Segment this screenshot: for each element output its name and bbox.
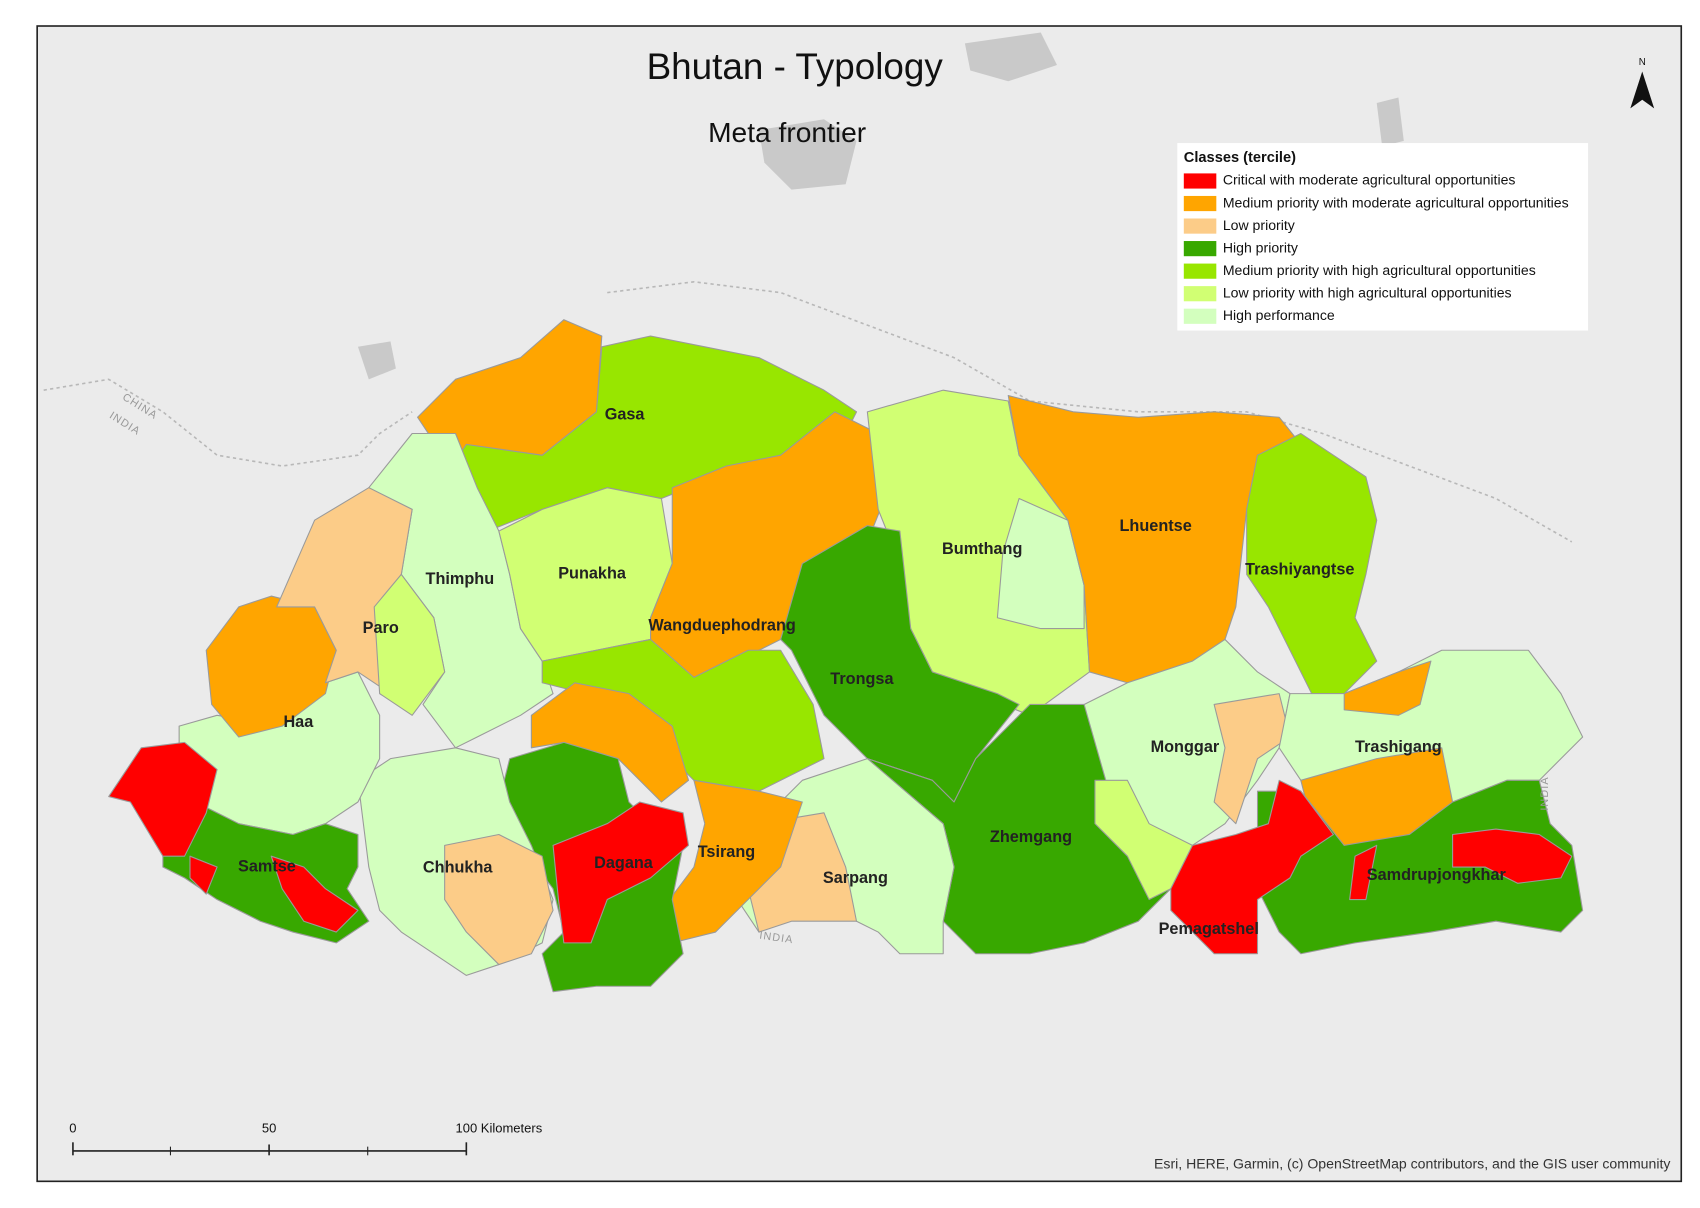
district-area <box>1170 779 1334 955</box>
legend: Classes (tercile) Critical with moderate… <box>1177 143 1589 331</box>
district-labels: Gasa Thimphu Punakha Paro Wangduephodrang Bum… <box>238 405 1507 938</box>
border-line <box>43 280 1573 543</box>
district-area <box>373 573 446 716</box>
district-label: Zhemgang <box>990 828 1072 846</box>
legend-label: Critical with moderate agricultural oppo… <box>1223 172 1516 188</box>
scale-label: 100 Kilometers <box>456 1121 543 1136</box>
district-label: Dagana <box>594 854 654 872</box>
district-label: Trashiyangtse <box>1245 560 1354 578</box>
district-label: Sarpang <box>823 869 888 887</box>
north-arrow-shape <box>1630 71 1655 109</box>
legend-label: Medium priority with high agricultural o… <box>1223 262 1536 278</box>
lake <box>758 119 857 190</box>
district-area <box>1452 828 1573 884</box>
legend-swatch <box>1183 218 1217 234</box>
map-title: Bhutan - Typology <box>647 46 944 87</box>
legend-label: Low priority <box>1223 217 1296 233</box>
district-label: Lhuentse <box>1120 517 1192 535</box>
attribution: Esri, HERE, Garmin, (c) OpenStreetMap co… <box>1154 1155 1671 1171</box>
district-label: Thimphu <box>426 570 495 588</box>
lake <box>357 341 396 380</box>
district-label: Trashigang <box>1355 738 1442 756</box>
district-label: Chhukha <box>423 858 493 876</box>
legend-box <box>1177 143 1589 331</box>
district-area <box>1007 395 1302 684</box>
district-area <box>1343 660 1432 716</box>
district-area <box>444 833 554 966</box>
district-area <box>1246 432 1378 695</box>
legend-label: High priority <box>1223 239 1299 255</box>
legend-swatch <box>1183 241 1217 257</box>
district-area <box>1213 693 1291 825</box>
legend-swatch <box>1183 173 1217 189</box>
district-area <box>530 682 690 803</box>
legend-label: High performance <box>1223 307 1335 323</box>
district-label: Haa <box>283 713 314 731</box>
districts <box>108 319 1584 993</box>
district-label: Samtse <box>238 857 296 875</box>
district-area <box>1256 779 1584 955</box>
scale-label: 0 <box>69 1121 76 1136</box>
legend-swatch <box>1183 286 1217 302</box>
lakes <box>357 32 1404 380</box>
district-label: Wangduephodrang <box>648 617 795 635</box>
district-label: Paro <box>363 619 399 637</box>
legend-title: Classes (tercile) <box>1184 150 1296 166</box>
legend-swatch <box>1183 263 1217 279</box>
district-label: Bumthang <box>942 540 1022 558</box>
district-label: Samdrupjongkhar <box>1367 866 1507 884</box>
scale-label: 50 <box>262 1121 276 1136</box>
country-label: INDIA <box>759 930 795 947</box>
legend-label: Medium priority with moderate agricultur… <box>1223 194 1569 210</box>
legend-swatch <box>1183 308 1217 324</box>
district-label: Gasa <box>605 405 646 423</box>
legend-swatch <box>1183 195 1217 212</box>
district-area <box>660 779 803 944</box>
district-area <box>189 855 218 895</box>
lake <box>1376 97 1404 147</box>
district-label: Pemagatshel <box>1159 920 1259 938</box>
district-label: Monggar <box>1151 738 1220 756</box>
legend-label: Low priority with high agricultural oppo… <box>1223 284 1512 300</box>
map-subtitle: Meta frontier <box>708 116 866 148</box>
district-area <box>270 855 359 933</box>
north-label: N <box>1639 57 1646 68</box>
district-area <box>552 801 690 944</box>
lake <box>964 32 1058 82</box>
north-arrow: N <box>1630 57 1655 109</box>
scale-bar: 0 50 100 Kilometers <box>69 1121 543 1156</box>
district-label: Punakha <box>558 565 627 583</box>
district-area <box>108 741 218 857</box>
district-label: Tsirang <box>698 843 756 861</box>
country-label: INDIA <box>1539 776 1551 810</box>
district-area <box>1349 844 1378 901</box>
district-label: Trongsa <box>830 670 894 688</box>
